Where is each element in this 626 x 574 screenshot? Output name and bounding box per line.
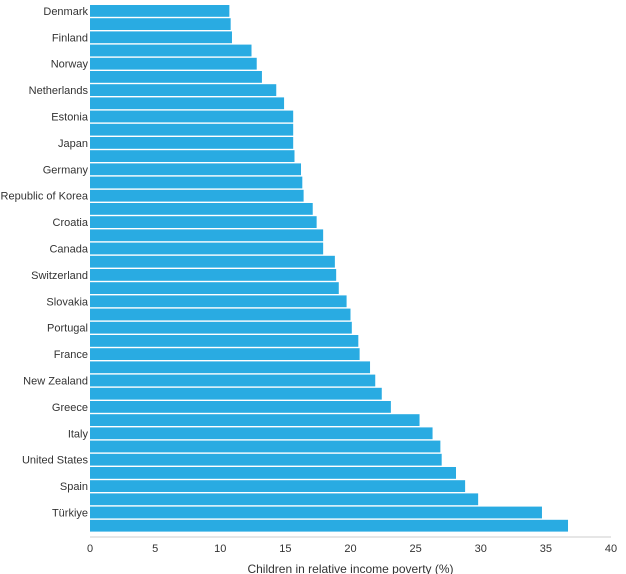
bar-33 [90, 440, 441, 453]
bar-13 [90, 176, 303, 189]
x-axis-ticks: 0 5 10 15 20 25 30 35 40 [87, 543, 617, 555]
x-tick-label: 30 [475, 543, 487, 555]
bar-20 [90, 269, 337, 281]
bar-17 [90, 229, 324, 242]
bar-5 [90, 71, 262, 83]
category-label: Norway [51, 59, 89, 71]
bar-23 [90, 308, 351, 321]
category-label: Switzerland [31, 270, 88, 282]
x-tick-label: 20 [344, 543, 356, 555]
bar-12 [90, 163, 302, 176]
bar-25 [90, 335, 359, 347]
x-tick-label: 10 [214, 543, 226, 555]
category-labels: Denmark Finland Norway Netherlands Estonia Ja… [1, 6, 89, 520]
bar-1 [90, 18, 231, 30]
category-label: United States [22, 455, 89, 467]
x-tick-label: 0 [87, 543, 93, 555]
category-label: Canada [49, 244, 88, 256]
bar-22 [90, 295, 347, 308]
bar-14 [90, 189, 304, 202]
bar-34 [90, 453, 442, 466]
bar-38 [90, 506, 542, 519]
bar-4 [90, 57, 257, 70]
category-label: Netherlands [29, 85, 89, 97]
bar-24 [90, 321, 352, 334]
bar-9 [90, 123, 294, 136]
x-tick-label: 35 [540, 543, 552, 555]
bar-6 [90, 84, 277, 96]
category-label: Türkiye [52, 508, 88, 520]
bar-15 [90, 203, 313, 215]
bar-39 [90, 519, 569, 532]
category-label: Croatia [53, 217, 89, 229]
bar-10 [90, 137, 294, 149]
bar-3 [90, 44, 252, 57]
bar-35 [90, 467, 457, 479]
bar-27 [90, 361, 371, 374]
x-tick-label: 15 [279, 543, 291, 555]
bar-19 [90, 255, 335, 268]
category-label: Portugal [47, 323, 88, 335]
category-label: Japan [58, 138, 88, 150]
category-label: Denmark [43, 6, 88, 18]
bar-18 [90, 242, 324, 255]
bar-8 [90, 110, 294, 123]
category-label: Spain [60, 481, 88, 493]
bar-28 [90, 374, 376, 387]
category-label: Italy [68, 428, 89, 440]
category-label: Republic of Korea [1, 191, 89, 203]
x-tick-label: 25 [410, 543, 422, 555]
bar-21 [90, 282, 339, 294]
x-axis-title: Children in relative income poverty (%) [247, 562, 453, 574]
category-label: Germany [43, 164, 89, 176]
bar-16 [90, 216, 317, 228]
bar-7 [90, 97, 285, 110]
x-tick-label: 5 [152, 543, 158, 555]
x-tick-label: 40 [605, 543, 617, 555]
bar-32 [90, 427, 433, 440]
category-label: New Zealand [23, 376, 88, 388]
bar-2 [90, 31, 232, 44]
bar-30 [90, 401, 391, 413]
bar-26 [90, 348, 360, 360]
category-label: Greece [52, 402, 88, 414]
category-label: Estonia [51, 112, 89, 124]
category-label: Slovakia [46, 296, 88, 308]
bar-31 [90, 414, 420, 426]
category-label: France [54, 349, 88, 361]
bar-29 [90, 387, 382, 400]
bar-0 [90, 5, 230, 17]
bar-37 [90, 493, 479, 506]
bar-group [90, 5, 569, 532]
category-label: Finland [52, 32, 88, 44]
bar-11 [90, 150, 295, 162]
bar-36 [90, 480, 466, 492]
